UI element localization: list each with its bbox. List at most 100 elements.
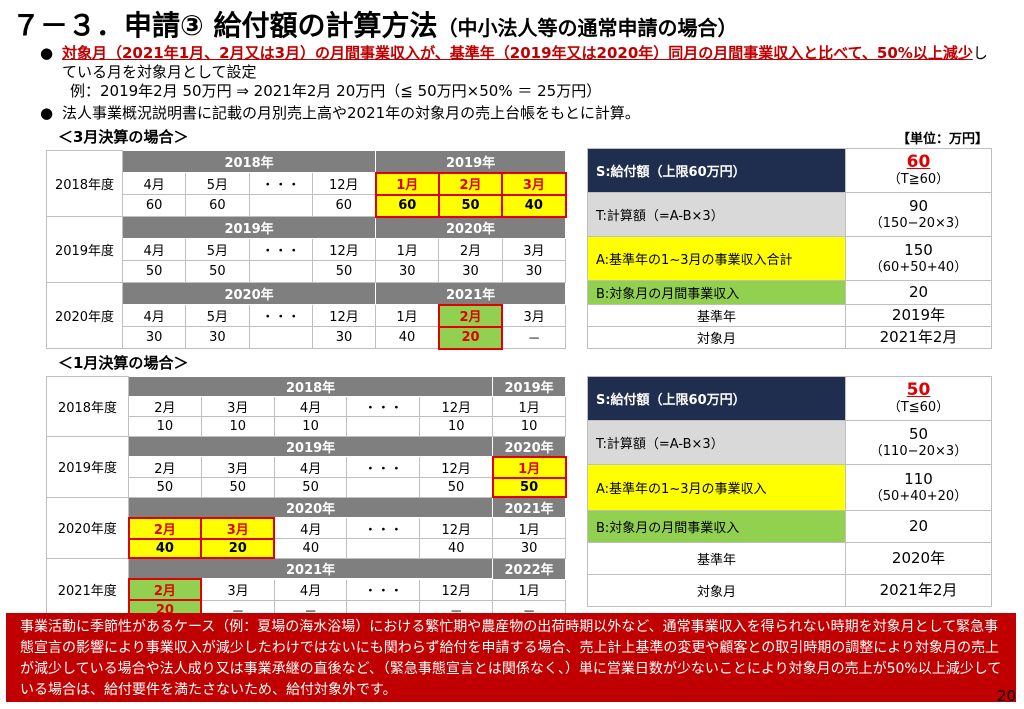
year-header: 2018年: [121, 150, 377, 173]
title: ７－３．申請③ 給付額の計算方法（中小法人等の通常申請の場合）: [12, 4, 737, 44]
value-cell: 40: [273, 538, 348, 559]
summary-row: B:対象月の月間事業収入 20: [587, 280, 992, 305]
month-cell: 1月: [375, 304, 440, 327]
summary-row: 基準年 2019年: [587, 304, 992, 327]
month-row: 4月 5月 ・・・ 12月 1月 2月 3月: [47, 238, 567, 261]
month-cell: 2月: [128, 456, 202, 478]
summary-label: 基準年: [587, 542, 846, 575]
fiscal-year-label: 2020年度: [46, 282, 123, 349]
summary-label: T:計算額（=A-B×3）: [587, 192, 846, 237]
month-cell: ・・・: [346, 517, 421, 539]
month-cell: 2月: [437, 171, 504, 196]
monthly-table: 2018年度 2018年 2019年 2月 3月 4月 ・・・ 12月 1月 10 10 10 10 10…: [46, 376, 567, 621]
summary-row: S:給付額（上限60万円） 60 （T≧60）: [587, 148, 992, 193]
value-cell: 50: [200, 477, 275, 498]
summary-row: B:対象月の月間事業収入 20: [587, 510, 992, 543]
month-cell: ・・・: [248, 304, 313, 327]
year-header: 2020年: [375, 216, 566, 239]
summary-value: 90 （150−20×3）: [845, 192, 992, 237]
summary-value: 2020年: [845, 542, 992, 575]
year-row: 2020年度 2020年 2021年: [46, 496, 566, 559]
month-cell: 1月: [492, 578, 566, 601]
month-cell: 1月: [492, 517, 566, 539]
month-cell: 12月: [311, 304, 377, 327]
month-cell: 5月: [185, 304, 250, 327]
value-cell: 30: [185, 326, 250, 349]
summary-value: 60 （T≧60）: [845, 148, 992, 193]
value: 150: [904, 240, 933, 259]
month-cell: 4月: [121, 238, 187, 261]
month-cell: 12月: [419, 578, 494, 601]
value-cell: 40: [375, 326, 440, 349]
summary-label: 対象月: [587, 574, 846, 607]
title-text: ７－３．申請③ 給付額の計算方法: [12, 9, 438, 42]
summary-value: 20: [845, 280, 992, 305]
value-cell: 40: [419, 538, 494, 559]
value-cell: 50: [491, 476, 567, 498]
value: 110: [904, 469, 933, 488]
summary-value: 150 （60+50+40）: [845, 236, 992, 281]
value-cell: 60: [374, 193, 440, 218]
month-cell: 4月: [273, 517, 348, 539]
month-cell: 2月: [127, 516, 203, 540]
value-note: （150−20×3）: [869, 215, 968, 231]
year-header: 2021年: [492, 496, 566, 518]
summary-value: 2019年: [845, 304, 992, 327]
value-cell: －: [501, 326, 567, 349]
bullet: ● 対象月（2021年1月、2月又は3月）の月間事業収入が、基準年（2019年又…: [40, 44, 990, 101]
month-row: 2月 3月 4月 ・・・ 12月 1月: [47, 455, 567, 479]
value-cell: 10: [128, 416, 202, 437]
year-header: 2020年: [492, 435, 566, 457]
value-note: （T≦60）: [887, 399, 950, 415]
year-row: 2019年度 2019年 2020年: [46, 435, 566, 498]
value-cell: 10: [419, 416, 494, 437]
section-heading: ＜3月決算の場合＞: [58, 128, 189, 146]
summary-label: 対象月: [587, 326, 846, 349]
month-cell: 12月: [419, 456, 494, 478]
year-row: 2021年度 2021年 2022年: [46, 557, 566, 621]
summary-value: 50 （T≦60）: [845, 376, 992, 421]
value-cell: 40: [127, 537, 203, 559]
month-row: 4月 5月 ・・・ 12月 1月 2月 3月: [47, 171, 567, 196]
month-cell: ・・・: [248, 172, 313, 195]
summary-row: 対象月 2021年2月: [587, 326, 992, 349]
year-header: 2019年: [492, 376, 566, 397]
year-header: 2019年: [127, 435, 494, 457]
value-cell: 60: [311, 194, 377, 217]
value-cell: [346, 538, 421, 559]
month-cell: 3月: [200, 516, 276, 540]
example: 例：2019年2月 50万円 ⇒ 2021年2月 20万円（≦ 50万円×50%…: [70, 82, 602, 100]
value-cell: 50: [311, 260, 377, 283]
value-cell: 10: [492, 416, 566, 437]
month-cell: 4月: [273, 578, 348, 601]
month-cell: 3月: [200, 456, 275, 478]
summary-table: S:給付額（上限60万円） 50 （T≦60） T:計算額（=A-B×3） 50 （110…: [587, 376, 992, 607]
summary-row: A:基準年の1~3月の事業収入 110 （50+40+20）: [587, 464, 992, 511]
year-header: 2020年: [127, 496, 494, 518]
month-cell: 4月: [121, 304, 187, 327]
value-cell: 50: [185, 260, 250, 283]
month-cell: 4月: [121, 172, 187, 195]
month-row: 4月 5月 ・・・ 12月 1月 2月 3月: [47, 303, 567, 328]
value-cell: 50: [419, 477, 494, 498]
summary-label: B:対象月の月間事業収入: [587, 280, 846, 305]
value-cell: 30: [375, 260, 440, 283]
month-cell: 1月: [374, 171, 440, 196]
fiscal-year-label: 2019年度: [46, 216, 123, 283]
value-cell: 10: [273, 416, 348, 437]
summary-value: 50 （110−20×3）: [845, 420, 992, 465]
month-cell: 3月: [200, 396, 275, 417]
value-cell: 30: [438, 260, 503, 283]
summary-row: A:基準年の1~3月の事業収入合計 150 （60+50+40）: [587, 236, 992, 281]
page-number: 20: [996, 687, 1016, 705]
value-cell: [248, 260, 313, 283]
value: 90: [908, 196, 929, 215]
value-cell: 20: [200, 537, 276, 559]
month-cell: 3月: [501, 171, 567, 196]
value-cell: 50: [128, 477, 202, 498]
value-cell: 30: [492, 538, 566, 559]
summary-row: S:給付額（上限60万円） 50 （T≦60）: [587, 376, 992, 421]
year-header: 2019年: [375, 150, 566, 173]
month-cell: ・・・: [346, 578, 421, 601]
value-note: （T≧60）: [887, 171, 950, 187]
